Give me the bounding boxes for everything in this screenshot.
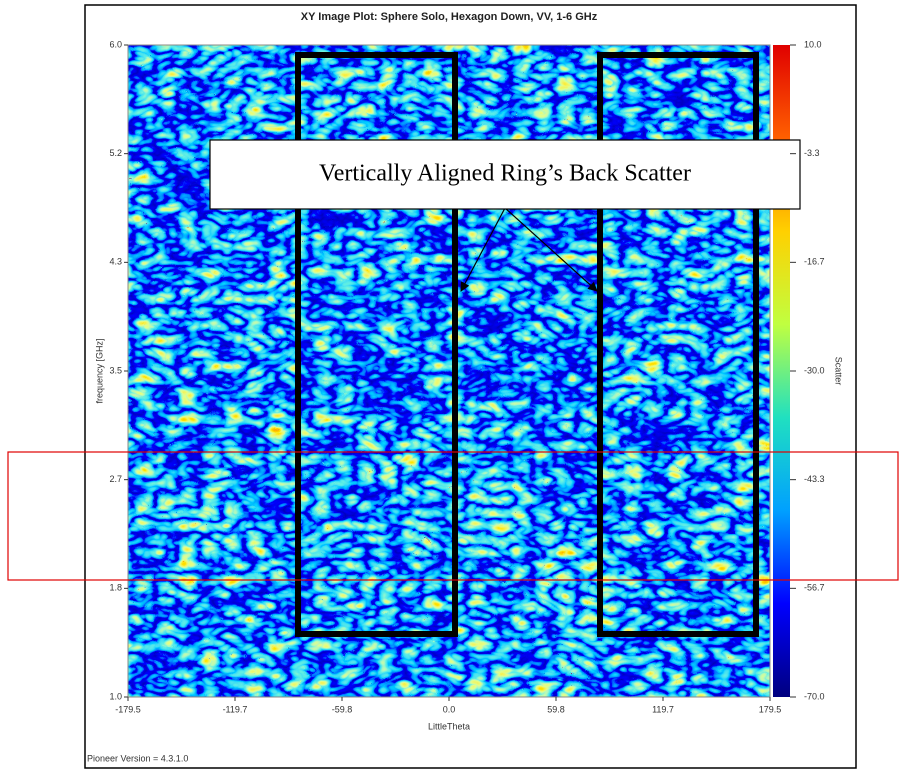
arrow <box>460 207 506 292</box>
colorbar-tick-label: -70.0 <box>804 691 825 701</box>
y-tick-label: 4.3 <box>109 257 122 267</box>
chart-title: XY Image Plot: Sphere Solo, Hexagon Down… <box>301 11 598 23</box>
colorbar-tick-label: -56.7 <box>804 583 825 593</box>
y-axis-label: frequency [GHz] <box>94 338 104 403</box>
x-tick-label: -59.8 <box>332 704 353 714</box>
highlight-box <box>597 52 759 637</box>
footer: Pioneer Version = 4.3.1.0 <box>87 753 188 763</box>
colorbar-tick-label: -30.0 <box>804 365 825 375</box>
annotation-box <box>209 139 801 210</box>
x-tick-label: 119.7 <box>652 704 674 714</box>
colorbar-tick-label: 10.0 <box>804 39 822 49</box>
colorbar-tick-label: -3.3 <box>804 148 820 158</box>
red-highlight <box>7 451 899 581</box>
y-tick-label: 3.5 <box>109 365 122 375</box>
y-tick-label: 5.2 <box>109 148 122 158</box>
highlight-box <box>295 52 458 637</box>
y-tick-label: 2.7 <box>109 474 122 484</box>
colorbar-tick-label: -43.3 <box>804 474 825 484</box>
x-tick-label: -119.7 <box>223 704 248 714</box>
x-tick-label: 179.5 <box>759 704 782 714</box>
x-tick-label: 59.8 <box>547 704 565 714</box>
y-tick-label: 1.8 <box>109 583 122 593</box>
x-axis-label: LittleTheta <box>428 721 470 731</box>
arrow <box>504 207 598 292</box>
x-tick-label: 0.0 <box>443 704 456 714</box>
x-tick-label: -179.5 <box>115 704 141 714</box>
colorbar-label: Scatter <box>834 357 844 386</box>
y-tick-label: 1.0 <box>109 691 122 701</box>
annotation: Vertically Aligned Ring’s Back Scatter <box>319 161 691 187</box>
y-tick-label: 6.0 <box>109 39 122 49</box>
colorbar-tick-label: -16.7 <box>804 257 825 267</box>
